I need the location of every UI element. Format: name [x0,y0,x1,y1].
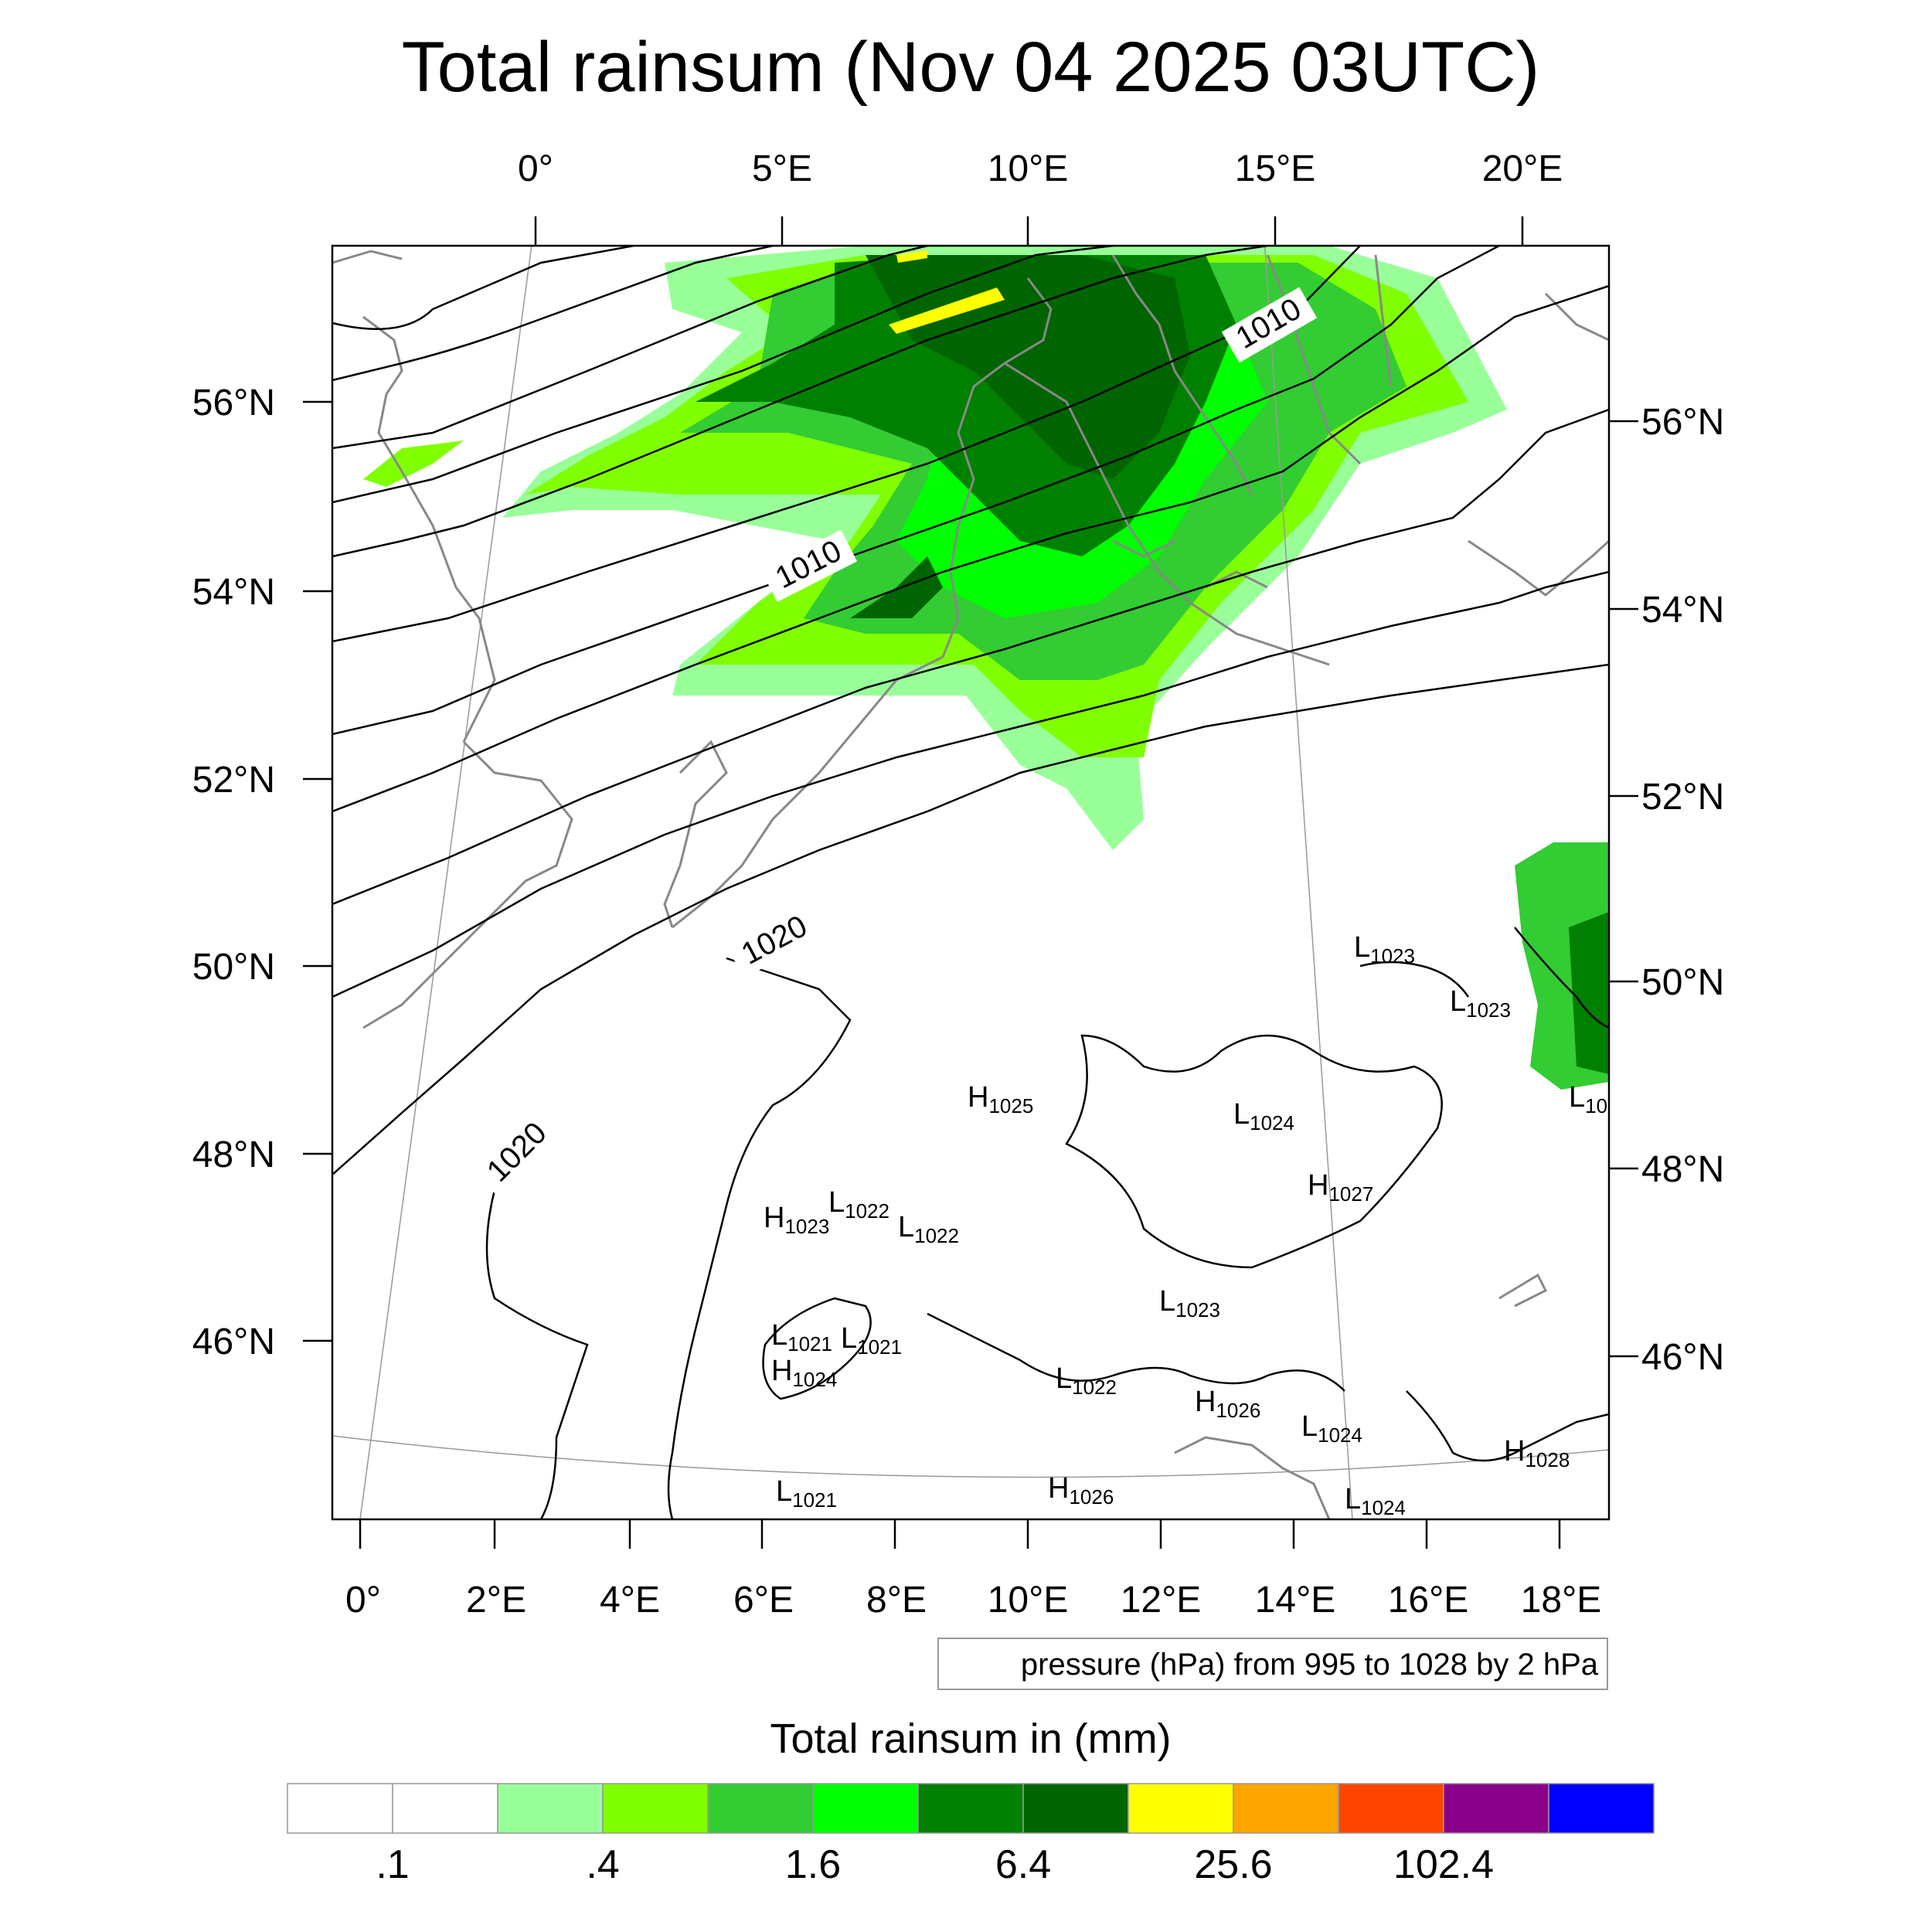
colorbar-label: .4 [586,1842,619,1887]
pressure-center-label: L1024 [1233,1098,1294,1134]
colorbar-label: 1.6 [785,1842,841,1887]
pressure-center-label: L1022 [1056,1362,1117,1399]
left-lat-label: 46°N [192,1321,275,1362]
colorbar-swatch [1338,1783,1444,1834]
bottom-lon-label: 4°E [600,1580,660,1621]
rain-patch-yellow-2 [896,250,927,263]
precipitation-shading [363,246,1609,1090]
pressure-center-label: L1024 [1345,1483,1406,1519]
bottom-lon-label: 2°E [466,1580,526,1621]
colorbar-swatch [392,1783,498,1834]
pressure-center-label: L1024 [1301,1410,1362,1447]
pressure-center-label: L1021 [776,1475,837,1512]
colorbar: Total rainsum in (mm) .1 .4 1.6 6.4 25.6… [287,1716,1655,1887]
bottom-lon-label: 0° [345,1580,381,1621]
pressure-center-label: L1022 [898,1211,959,1247]
pressure-center-label: H1025 [968,1081,1033,1117]
pressure-center-label: H1024 [771,1355,837,1391]
colorbar-label: 102.4 [1393,1842,1494,1887]
colorbar-title: Total rainsum in (mm) [770,1716,1171,1762]
bottom-lon-label: 16°E [1388,1580,1469,1621]
contour-info-box: pressure (hPa) from 995 to 1028 by 2 hPa [937,1638,1608,1690]
rain-band-dark-green-2 [850,556,943,618]
contour-labels: 1010 1010 1020 1020 [473,287,1318,1198]
left-lat-label: 50°N [192,947,275,988]
tick-marks [303,216,1638,1549]
left-lat-label: 56°N [192,383,275,423]
bottom-lon-label: 10°E [988,1580,1069,1621]
right-lat-label: 46°N [1641,1337,1724,1378]
pressure-centers: L1023 L1023 L10 H1025 L1024 H1027 H1023 … [764,931,1607,1519]
left-latitude-labels: 56°N 54°N 52°N 50°N 48°N 46°N [192,383,275,1362]
pressure-center-label: H1028 [1504,1435,1570,1471]
bottom-lon-label: 8°E [866,1580,927,1621]
top-lon-label: 10°E [988,148,1069,189]
right-lat-label: 52°N [1641,777,1724,818]
right-lat-label: 48°N [1641,1149,1724,1190]
map-frame [331,244,1611,1521]
coastlines [332,250,1609,1519]
top-lon-label: 5°E [752,148,812,189]
colorbar-swatch [287,1783,393,1834]
colorbar-swatch [1443,1783,1549,1834]
colorbar-label: .1 [376,1842,409,1887]
top-lon-label: 0° [518,148,553,189]
colorbar-swatch [707,1783,814,1834]
colorbar-swatch [1128,1783,1234,1834]
pressure-center-label: L1021 [771,1319,832,1355]
pressure-center-label: H1026 [1048,1472,1114,1509]
right-latitude-labels: 56°N 54°N 52°N 50°N 48°N 46°N [1641,402,1724,1378]
pressure-center-label: H1026 [1195,1386,1260,1422]
right-lat-label: 56°N [1641,402,1724,443]
pressure-center-label: L1021 [841,1322,902,1359]
colorbar-labels: .1 .4 1.6 6.4 25.6 102.4 [376,1842,1494,1887]
colorbar-boxes [287,1783,1655,1834]
colorbar-label: 6.4 [995,1842,1051,1887]
graticule [332,246,1609,1519]
pressure-center-label: L1023 [1450,985,1511,1022]
bottom-longitude-labels: 0° 2°E 4°E 6°E 8°E 10°E 12°E 14°E 16°E 1… [345,1580,1601,1621]
colorbar-swatch [1233,1783,1339,1834]
top-lon-label: 15°E [1235,148,1316,189]
top-lon-label: 20°E [1482,148,1563,189]
pressure-center-label: H1023 [764,1202,829,1238]
rain-band-east-dark [1569,912,1609,1074]
colorbar-swatch [602,1783,709,1834]
pressure-center-label: L1023 [1159,1285,1220,1321]
rain-patch-small [363,440,464,487]
pressure-center-label: L10 [1569,1081,1607,1117]
bottom-lon-label: 18°E [1521,1580,1602,1621]
pressure-center-label: H1027 [1308,1169,1373,1206]
colorbar-swatch [1548,1783,1655,1834]
pressure-center-label: L1023 [1354,931,1415,968]
contour-info-text: pressure (hPa) from 995 to 1028 by 2 hPa [1021,1648,1599,1682]
left-lat-label: 48°N [192,1134,275,1175]
bottom-lon-label: 12°E [1121,1580,1202,1621]
right-lat-label: 54°N [1641,590,1724,631]
right-lat-label: 50°N [1641,962,1724,1003]
left-lat-label: 54°N [192,572,275,613]
colorbar-label: 25.6 [1194,1842,1272,1887]
bottom-lon-label: 14°E [1255,1580,1336,1621]
left-lat-label: 52°N [192,760,275,801]
isobars [332,246,1609,1519]
figure-title: Total rainsum (Nov 04 2025 03UTC) [402,28,1540,107]
colorbar-swatch [917,1783,1024,1834]
top-longitude-labels: 0° 5°E 10°E 15°E 20°E [518,148,1563,189]
pressure-center-label: L1022 [828,1186,889,1223]
bottom-lon-label: 6°E [733,1580,794,1621]
rain-patch-yellow [889,287,1005,334]
colorbar-swatch [812,1783,919,1834]
map-plot-area [332,246,1609,1519]
colorbar-swatch [1022,1783,1129,1834]
colorbar-swatch [497,1783,604,1834]
